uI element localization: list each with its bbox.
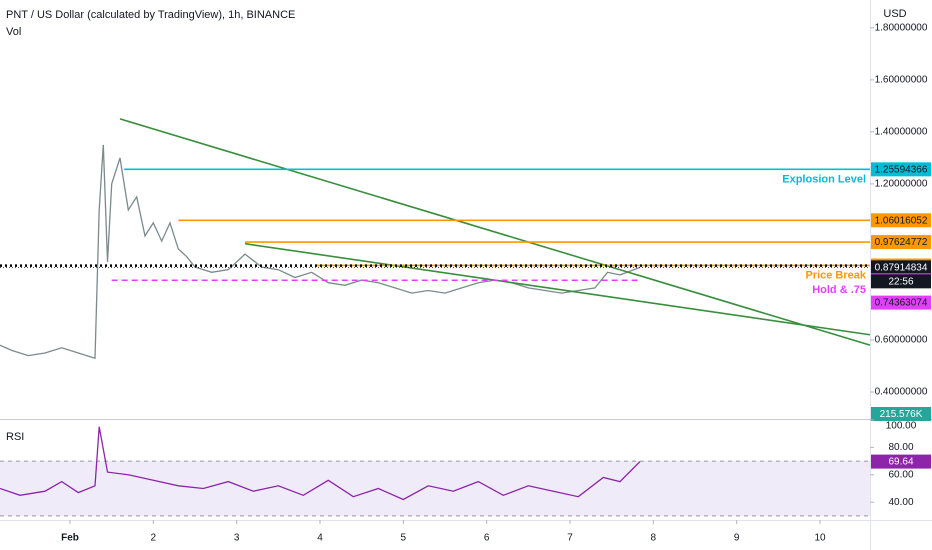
- price-label-bg: [871, 235, 931, 250]
- rsi-value-bg: [871, 454, 931, 469]
- countdown-label: 22:56: [888, 276, 913, 287]
- trendline: [119, 118, 871, 346]
- level-annotation: Price Break: [805, 269, 866, 281]
- y-tick-label: 80.00: [888, 442, 913, 453]
- x-tick-label: 2: [151, 533, 157, 544]
- chart-title: PNT / US Dollar (calculated by TradingVi…: [6, 9, 295, 21]
- volume-title: Vol: [6, 26, 21, 38]
- volume-label: 215.576K: [880, 409, 923, 420]
- x-tick-label: 4: [317, 533, 323, 544]
- x-tick-label: 7: [567, 533, 573, 544]
- price-label-bg: [871, 295, 931, 310]
- rsi-band: [0, 461, 870, 516]
- y-tick-label: 1.80000000: [875, 22, 928, 33]
- y-tick-label: 100.00: [886, 421, 917, 432]
- x-tick-label: 5: [401, 533, 407, 544]
- price-label: 1.06016052: [875, 215, 928, 226]
- y-tick-label: 1.60000000: [875, 74, 928, 85]
- y-tick-label: 1.20000000: [875, 179, 928, 190]
- rsi-value-label: 69.64: [888, 457, 913, 468]
- price-label-bg: [871, 260, 931, 275]
- rsi-title: RSI: [6, 431, 24, 443]
- y-tick-label: 0.40000000: [875, 387, 928, 398]
- countdown-label-bg: [871, 274, 931, 289]
- trendline: [244, 242, 871, 336]
- level-annotation: Explosion Level: [782, 173, 866, 185]
- y-tick-label: 0.60000000: [875, 335, 928, 346]
- x-tick-label: Feb: [61, 533, 79, 544]
- y-tick-label: 40.00: [888, 497, 913, 508]
- price-label: 0.74363074: [875, 298, 928, 309]
- x-tick-label: 10: [814, 533, 826, 544]
- axis-unit: USD: [883, 8, 906, 20]
- price-label: 1.25594366: [875, 164, 928, 175]
- price-label: 0.97624772: [875, 237, 928, 248]
- price-label-bg: [871, 213, 931, 228]
- y-tick-label: 60.00: [888, 469, 913, 480]
- price-label: 0.87914834: [875, 262, 928, 273]
- x-tick-label: 8: [651, 533, 657, 544]
- series-line: [0, 426, 641, 501]
- x-tick-label: 9: [734, 533, 740, 544]
- level-annotation: Hold & .75: [812, 284, 866, 296]
- x-tick-label: 6: [484, 533, 490, 544]
- x-tick-label: 3: [234, 533, 240, 544]
- price-label-bg: [871, 162, 931, 177]
- volume-label-bg: [871, 407, 931, 421]
- y-tick-label: 1.40000000: [875, 127, 928, 138]
